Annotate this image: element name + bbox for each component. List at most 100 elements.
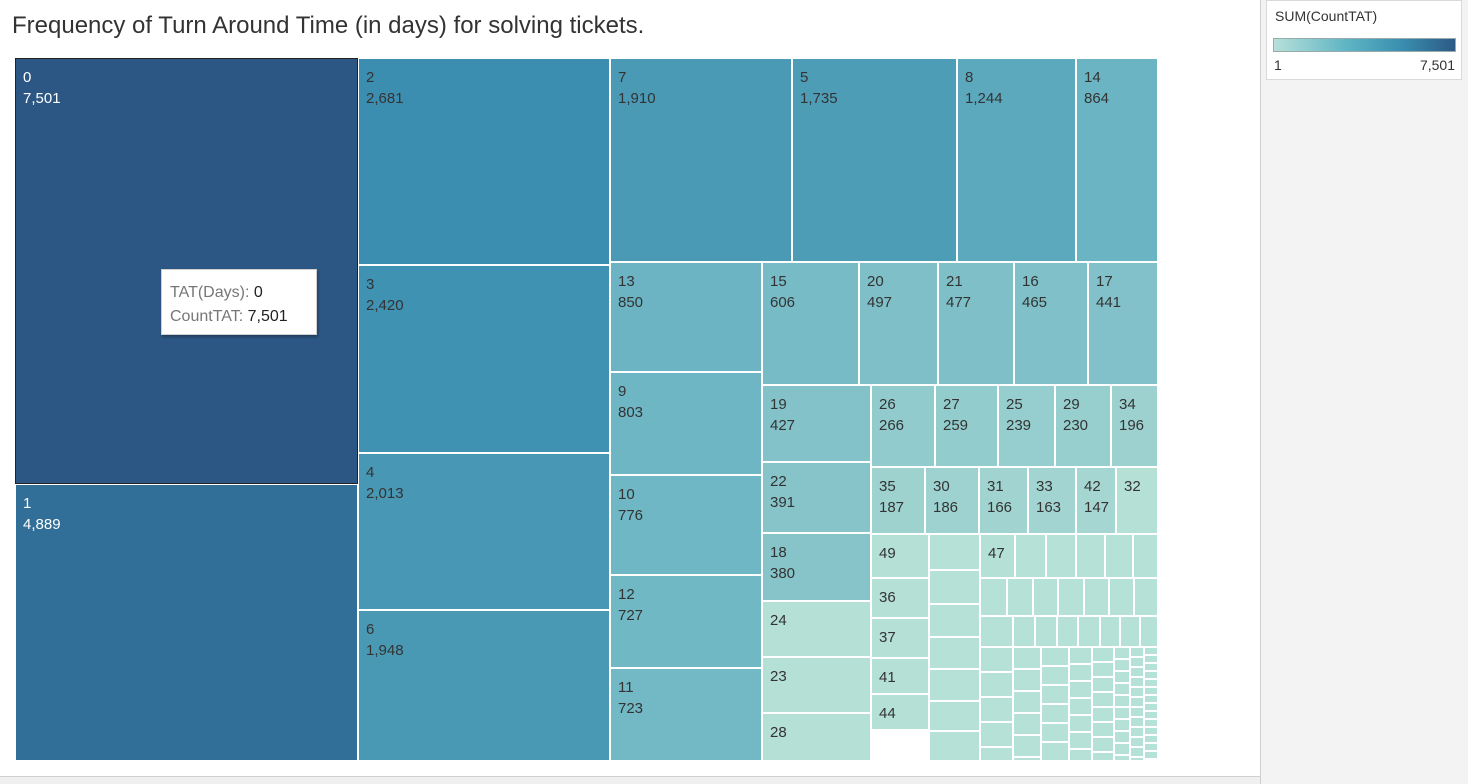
treemap-tile-6[interactable]: 6 1,948 xyxy=(358,610,610,761)
treemap-tile-small[interactable] xyxy=(1114,743,1130,755)
treemap-tile-small[interactable] xyxy=(980,747,1013,761)
treemap-tile-15[interactable]: 15 606 xyxy=(762,262,859,385)
treemap-tile-small[interactable] xyxy=(929,731,980,761)
horizontal-scrollbar[interactable] xyxy=(0,776,1260,784)
treemap-tile-small[interactable] xyxy=(1130,707,1144,717)
treemap-tile-small[interactable] xyxy=(1144,711,1158,719)
treemap-tile-small[interactable] xyxy=(1041,723,1069,742)
treemap-tile-small[interactable] xyxy=(1013,691,1041,713)
treemap-tile-small[interactable] xyxy=(929,669,980,701)
treemap-tile-8[interactable]: 8 1,244 xyxy=(957,58,1076,262)
treemap-tile-47[interactable]: 47 xyxy=(980,534,1015,578)
treemap-tile-small[interactable] xyxy=(929,570,980,604)
treemap-tile-small[interactable] xyxy=(1144,727,1158,735)
treemap-tile-small[interactable] xyxy=(1092,677,1114,692)
treemap-tile-11[interactable]: 11 723 xyxy=(610,668,762,761)
treemap-tile-33[interactable]: 33 163 xyxy=(1028,467,1076,534)
treemap-tile-small[interactable] xyxy=(1046,534,1076,578)
treemap-tile-small[interactable] xyxy=(980,697,1013,722)
treemap-tile-37[interactable]: 37 xyxy=(871,618,929,658)
treemap-tile-12[interactable]: 12 727 xyxy=(610,575,762,668)
treemap-tile-small[interactable] xyxy=(1092,707,1114,722)
treemap-tile-small[interactable] xyxy=(1130,687,1144,697)
treemap-tile-small[interactable] xyxy=(1105,534,1133,578)
treemap-tile-1[interactable]: 1 4,889 xyxy=(15,484,358,761)
treemap-tile-32[interactable]: 32 xyxy=(1116,467,1158,534)
treemap-tile-small[interactable] xyxy=(1130,727,1144,737)
treemap-tile-small[interactable] xyxy=(1133,534,1158,578)
treemap-tile-small[interactable] xyxy=(1069,749,1092,761)
treemap-tile-17[interactable]: 17 441 xyxy=(1088,262,1158,385)
treemap-tile-small[interactable] xyxy=(929,604,980,637)
treemap-tile-36[interactable]: 36 xyxy=(871,578,929,618)
treemap-tile-small[interactable] xyxy=(1144,703,1158,711)
treemap-tile-42[interactable]: 42 147 xyxy=(1076,467,1116,534)
treemap-tile-small[interactable] xyxy=(1069,664,1092,681)
treemap-tile-small[interactable] xyxy=(1041,742,1069,761)
treemap-tile-small[interactable] xyxy=(1013,616,1035,647)
treemap-tile-small[interactable] xyxy=(1069,715,1092,732)
treemap-tile-small[interactable] xyxy=(1114,755,1130,761)
treemap-tile-small[interactable] xyxy=(1144,695,1158,703)
treemap-tile-29[interactable]: 29 230 xyxy=(1055,385,1111,467)
treemap-tile-small[interactable] xyxy=(1144,671,1158,679)
treemap-tile-27[interactable]: 27 259 xyxy=(935,385,998,467)
treemap-tile-34[interactable]: 34 196 xyxy=(1111,385,1158,467)
treemap-tile-small[interactable] xyxy=(1013,713,1041,735)
treemap-tile-small[interactable] xyxy=(1114,659,1130,671)
treemap-tile-7[interactable]: 7 1,910 xyxy=(610,58,792,262)
treemap-tile-small[interactable] xyxy=(1092,662,1114,677)
treemap-tile-small[interactable] xyxy=(1100,616,1120,647)
treemap-tile-small[interactable] xyxy=(1092,692,1114,707)
treemap-tile-10[interactable]: 10 776 xyxy=(610,475,762,575)
treemap-tile-26[interactable]: 26 266 xyxy=(871,385,935,467)
treemap-tile-small[interactable] xyxy=(1013,647,1041,669)
treemap-tile-9[interactable]: 9 803 xyxy=(610,372,762,475)
treemap-tile-small[interactable] xyxy=(1069,732,1092,749)
treemap-tile-small[interactable] xyxy=(1130,747,1144,757)
treemap-tile-small[interactable] xyxy=(1057,616,1078,647)
treemap-tile-small[interactable] xyxy=(1013,669,1041,691)
treemap-tile-small[interactable] xyxy=(1092,752,1114,761)
treemap-tile-small[interactable] xyxy=(1058,578,1084,616)
treemap-tile-30[interactable]: 30 186 xyxy=(925,467,979,534)
treemap-tile-small[interactable] xyxy=(1033,578,1058,616)
treemap-tile-small[interactable] xyxy=(929,701,980,731)
treemap-tile-small[interactable] xyxy=(1109,578,1134,616)
treemap-tile-4[interactable]: 4 2,013 xyxy=(358,453,610,610)
treemap-tile-small[interactable] xyxy=(1144,751,1158,759)
treemap-tile-small[interactable] xyxy=(1084,578,1109,616)
treemap-tile-13[interactable]: 13 850 xyxy=(610,262,762,372)
treemap-tile-small[interactable] xyxy=(1130,657,1144,667)
treemap-tile-small[interactable] xyxy=(1144,647,1158,655)
treemap-tile-49[interactable]: 49 xyxy=(871,534,929,578)
treemap-tile-22[interactable]: 22 391 xyxy=(762,462,871,533)
treemap-tile-24[interactable]: 24 xyxy=(762,601,871,657)
treemap-tile-23[interactable]: 23 xyxy=(762,657,871,713)
treemap-tile-small[interactable] xyxy=(1114,647,1130,659)
treemap-tile-small[interactable] xyxy=(1069,647,1092,664)
treemap-tile-small[interactable] xyxy=(1130,737,1144,747)
treemap-tile-small[interactable] xyxy=(1114,695,1130,707)
treemap-tile-small[interactable] xyxy=(1041,704,1069,723)
treemap-tile-19[interactable]: 19 427 xyxy=(762,385,871,462)
treemap-tile-31[interactable]: 31 166 xyxy=(979,467,1028,534)
treemap-tile-small[interactable] xyxy=(1130,647,1144,657)
treemap-tile-16[interactable]: 16 465 xyxy=(1014,262,1088,385)
treemap-tile-small[interactable] xyxy=(1041,666,1069,685)
treemap-tile-small[interactable] xyxy=(980,722,1013,747)
treemap-tile-small[interactable] xyxy=(1140,616,1158,647)
treemap-tile-2[interactable]: 2 2,681 xyxy=(358,58,610,265)
treemap-tile-small[interactable] xyxy=(980,616,1013,647)
treemap-tile-small[interactable] xyxy=(1114,719,1130,731)
treemap-tile-small[interactable] xyxy=(1041,685,1069,704)
treemap-tile-small[interactable] xyxy=(1092,722,1114,737)
treemap-tile-small[interactable] xyxy=(1114,683,1130,695)
treemap-tile-small[interactable] xyxy=(1144,743,1158,751)
treemap[interactable]: 0 7,501 1 4,889 2 2,681 3 2,420 4 2,013 6 1,948 7 1,9… xyxy=(0,0,1260,784)
treemap-tile-3[interactable]: 3 2,420 xyxy=(358,265,610,453)
treemap-tile-small[interactable] xyxy=(1114,731,1130,743)
treemap-tile-small[interactable] xyxy=(1130,697,1144,707)
treemap-tile-small[interactable] xyxy=(1144,735,1158,743)
treemap-tile-small[interactable] xyxy=(980,578,1007,616)
